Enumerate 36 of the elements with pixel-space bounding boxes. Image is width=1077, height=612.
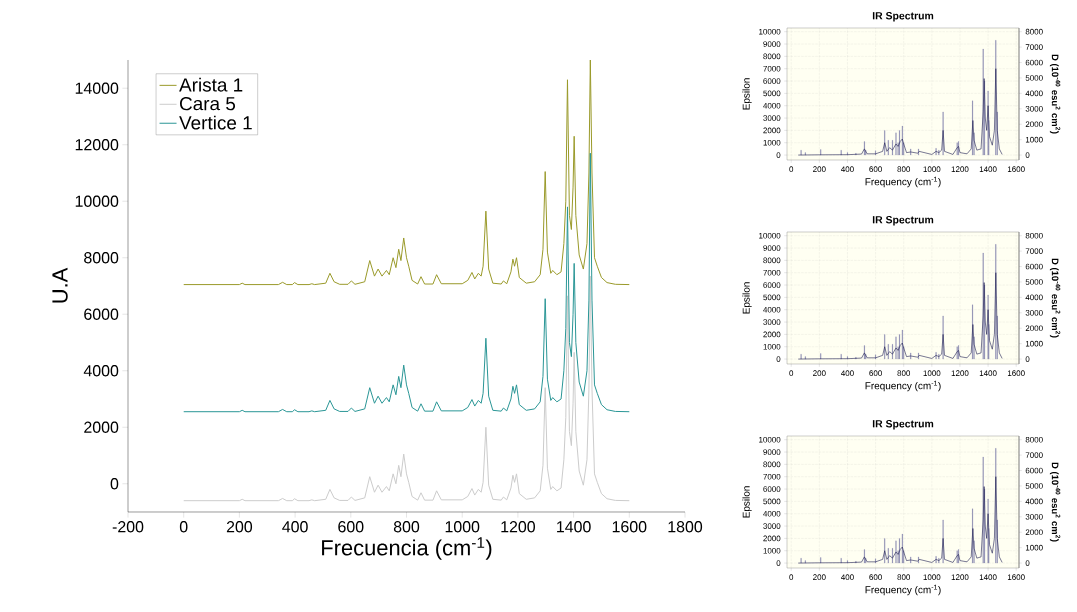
y-tick-label: 0 [110, 478, 119, 490]
y-axis-title: Epsilon [742, 78, 752, 110]
x-tick-label: 1000 [445, 521, 480, 533]
y2-axis-title: D (10$^{-40}$ esu$^{2}$ cm$^{2}$) [1049, 462, 1061, 542]
y-tick-label: 12000 [75, 139, 119, 151]
y-tick-label: 8000 [84, 252, 119, 264]
y2-axis-title: D (10$^{-40}$ esu$^{2}$ cm$^{2}$) [1049, 54, 1061, 134]
y-tick-label: 2000 [84, 421, 119, 433]
legend-label: Arista 1 [179, 77, 243, 92]
y2-axis-title: D (10$^{-40}$ esu$^{2}$ cm$^{2}$) [1049, 258, 1061, 338]
x-tick-label: 200 [226, 521, 253, 533]
y-tick-label: 10000 [75, 195, 119, 207]
y-tick-label: 14000 [75, 82, 119, 94]
chart-title: IR Spectrum [872, 12, 934, 22]
x-axis-title: Frequency (cm$^{-1}$) [865, 176, 941, 188]
x-tick-label: 0 [179, 521, 188, 533]
y-axis-title: U.A [52, 267, 68, 303]
x-tick-label: 1200 [501, 521, 535, 533]
x-axis-title: Frecuencia (cm$^{-1}$) [322, 537, 492, 560]
y-tick-label: 6000 [84, 308, 119, 320]
y-axis-title: Epsilon [742, 282, 752, 314]
x-axis-title: Frequency (cm$^{-1}$) [865, 584, 941, 596]
y-axis-title: Epsilon [742, 486, 752, 518]
x-tick-label: 1800 [668, 521, 703, 533]
x-tick-label: 800 [393, 521, 420, 533]
chart-title: IR Spectrum [872, 420, 934, 430]
legend-label: Vertice 1 [179, 115, 252, 130]
x-tick-label: 600 [338, 521, 364, 533]
x-tick-label: -200 [112, 521, 144, 533]
x-tick-label: 1600 [612, 521, 647, 533]
y-tick-label: 4000 [83, 365, 119, 377]
chart-title: IR Spectrum [872, 216, 934, 226]
x-tick-label: 1400 [557, 521, 591, 533]
legend-label: Cara 5 [180, 96, 236, 111]
x-tick-label: 400 [282, 521, 308, 533]
x-axis-title: Frequency (cm$^{-1}$) [865, 380, 941, 392]
